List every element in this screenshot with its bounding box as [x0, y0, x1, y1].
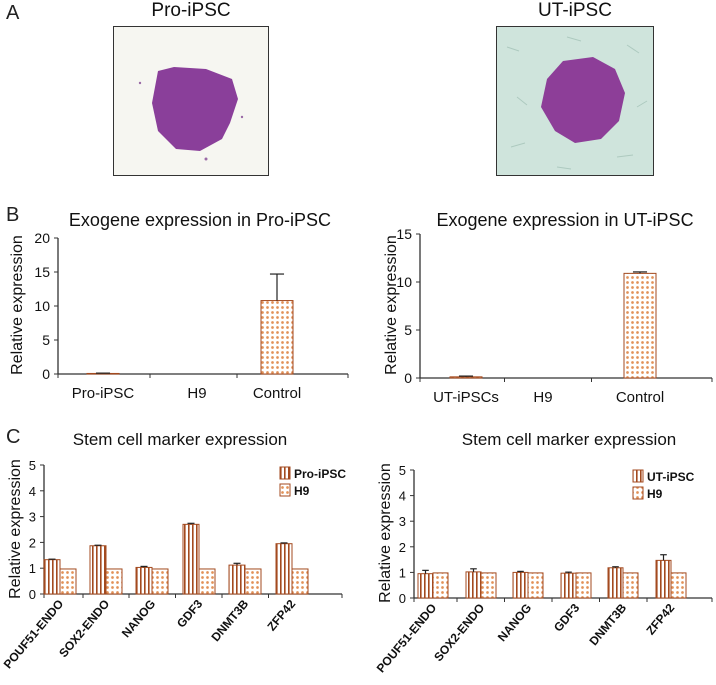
bar-series1: [89, 545, 107, 595]
chart-4: Stem cell marker expression Relative expr…: [374, 430, 713, 675]
legend-label: UT-iPSC: [647, 470, 695, 484]
x-tick-label: DNMT3B: [586, 601, 629, 649]
legend-swatch: [632, 469, 644, 483]
y-tick-label: 10: [396, 274, 412, 290]
bar: [260, 300, 294, 375]
bar-series1: [465, 571, 482, 599]
chart-title: Stem cell marker expression: [462, 430, 676, 449]
bar-series1: [512, 571, 529, 599]
y-tick-label: 20: [34, 230, 50, 246]
panel-letter-b: B: [6, 204, 20, 226]
bar-series1: [417, 573, 434, 599]
x-tick-label: ZFP42: [643, 601, 677, 638]
bar-series2: [291, 568, 309, 595]
panel-letter-a: A: [6, 2, 20, 24]
bar-series1: [275, 543, 293, 595]
bar-series1: [560, 572, 577, 599]
y-tick-label: 5: [42, 332, 50, 348]
photo-pro-ipsc-colony: [113, 26, 269, 176]
bar-series2: [105, 568, 123, 595]
bar-series2: [622, 572, 639, 599]
x-tick-label: DNMT3B: [208, 597, 251, 645]
y-tick-label: 0: [29, 587, 36, 602]
bar-series1: [182, 523, 200, 595]
y-tick-label: 0: [399, 591, 406, 606]
y-tick-label: 5: [404, 322, 412, 338]
y-tick-label: 2: [399, 540, 406, 555]
y-tick-label: 5: [399, 463, 406, 478]
y-tick-label: 3: [399, 514, 406, 529]
legend-swatch: [632, 486, 644, 500]
bar-series1: [655, 559, 672, 599]
photo-title-pro-ipsc: Pro-iPSC: [151, 0, 231, 21]
legend-swatch: [279, 466, 291, 480]
bar-series2: [670, 572, 687, 599]
x-tick-label: ZFP42: [264, 597, 298, 634]
x-tick-label: SOX2-ENDO: [431, 601, 487, 664]
y-axis-label: Relative expression: [9, 235, 26, 375]
bar-series1: [135, 566, 153, 595]
bar-series1: [43, 559, 61, 595]
x-tick-label: UT-iPSCs: [433, 389, 499, 406]
y-tick-label: 3: [29, 510, 36, 525]
y-tick-label: 0: [42, 366, 50, 382]
x-tick-label: NANOG: [119, 597, 158, 640]
bar-series2: [244, 568, 262, 595]
y-tick-label: 15: [396, 226, 412, 242]
photo-title-ut-ipsc: UT-iPSC: [538, 0, 612, 21]
bar-series2: [575, 572, 592, 599]
bar-series2: [480, 572, 497, 599]
x-tick-label: POUF51-ENDO: [374, 601, 440, 675]
chart-title: Exogene expression in UT-iPSC: [436, 210, 693, 230]
y-tick-label: 15: [34, 264, 50, 280]
chart-title: Exogene expression in Pro-iPSC: [69, 210, 331, 230]
chart-3: Stem cell marker expression Relative expr…: [1, 430, 347, 671]
x-tick-label: Pro-iPSC: [72, 385, 135, 402]
bar-series2: [198, 568, 216, 595]
y-tick-label: 10: [34, 298, 50, 314]
y-axis-label: Relative expression: [377, 463, 394, 603]
y-tick-label: 5: [29, 458, 36, 473]
x-tick-label: H9: [533, 389, 552, 406]
y-tick-label: 2: [29, 535, 36, 550]
y-tick-label: 1: [399, 565, 406, 580]
photo-ut-ipsc-colony: [496, 26, 654, 176]
y-tick-label: 1: [29, 561, 36, 576]
y-tick-label: 0: [404, 370, 412, 386]
y-tick-label: 4: [399, 489, 406, 504]
bar-series2: [151, 568, 169, 595]
colony-image-pro-ipsc: [114, 27, 268, 175]
x-tick-label: H9: [187, 385, 206, 402]
chart-title: Stem cell marker expression: [73, 430, 287, 449]
bar-series1: [228, 564, 246, 595]
legend-label: H9: [294, 484, 310, 498]
x-tick-label: NANOG: [495, 601, 534, 644]
chart-2: Exogene expression in UT-iPSC Relative ex…: [383, 210, 713, 406]
legend-label: Pro-iPSC: [294, 467, 346, 481]
legend-label: H9: [647, 487, 663, 501]
chart-1: Exogene expression in Pro-iPSC Relative e…: [9, 210, 349, 402]
y-tick-label: 4: [29, 484, 36, 499]
y-axis-label: Relative expression: [7, 459, 24, 599]
bar-series1: [607, 567, 624, 599]
bar-series2: [527, 572, 544, 599]
bar-series2: [59, 568, 77, 595]
bar-series2: [432, 572, 449, 599]
x-tick-label: GDF3: [551, 601, 583, 635]
legend-swatch: [279, 483, 291, 497]
bar: [623, 272, 657, 379]
x-tick-label: GDF3: [174, 597, 206, 631]
x-tick-label: Control: [616, 389, 664, 406]
y-axis-label: Relative expression: [383, 235, 400, 375]
panel-letter-c: C: [6, 426, 21, 448]
colony-image-ut-ipsc: [497, 27, 653, 175]
x-tick-label: POUF51-ENDO: [1, 597, 67, 671]
x-tick-label: Control: [253, 385, 301, 402]
bar: [449, 376, 483, 379]
